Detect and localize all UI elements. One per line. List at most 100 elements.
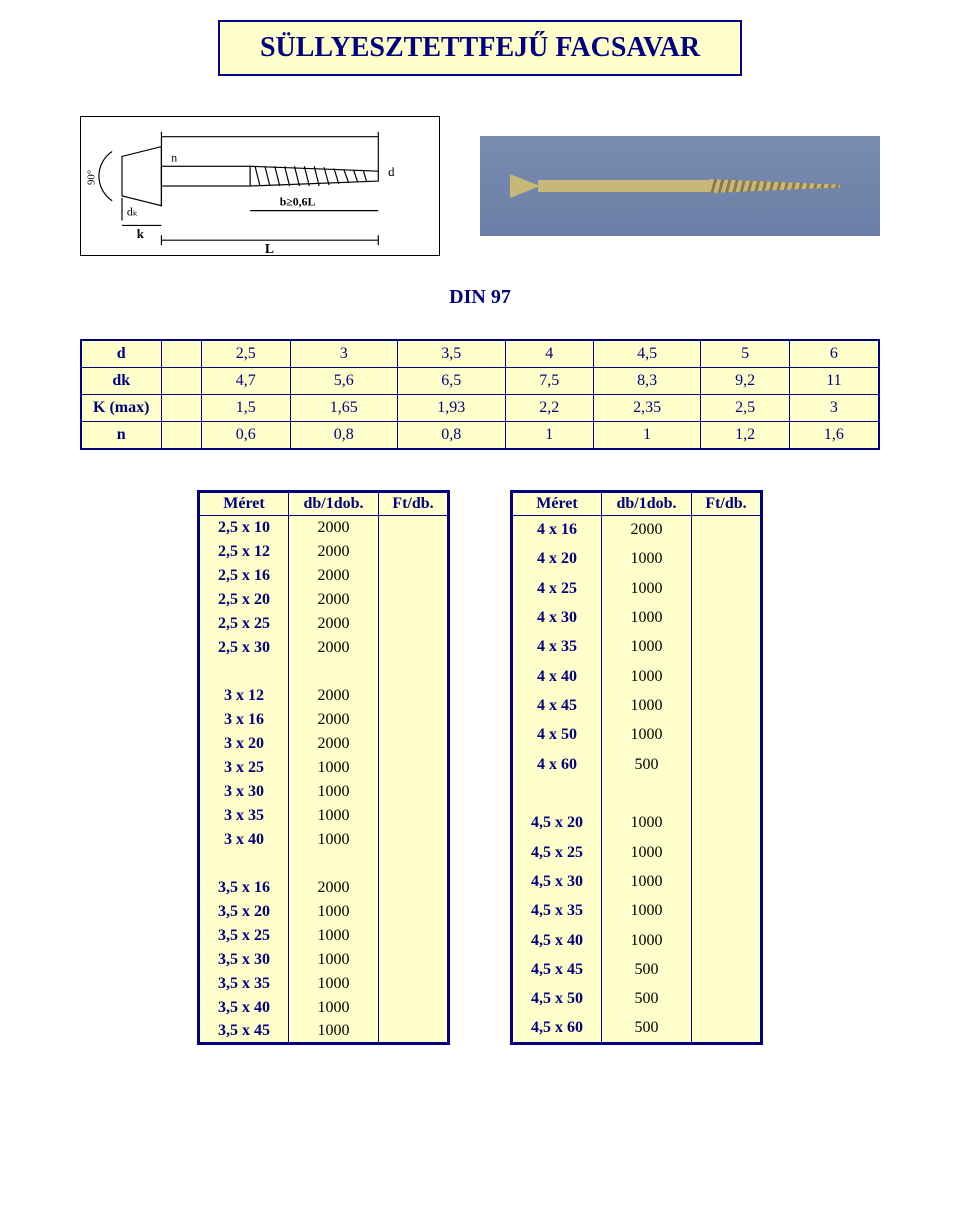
spec-cell: 1,93 (398, 395, 506, 422)
cell-ft (379, 972, 449, 996)
col-db: db/1dob. (602, 492, 692, 516)
cell-ft (379, 1020, 449, 1044)
cell-db: 1000 (602, 603, 692, 632)
cell-ft (692, 838, 762, 867)
spec-blank-cell (161, 422, 202, 450)
cell-db: 2000 (289, 612, 379, 636)
svg-text:dₖ: dₖ (127, 205, 138, 219)
cell-ft (379, 900, 449, 924)
cell-meret: 4 x 40 (512, 662, 602, 691)
cell-meret: 2,5 x 20 (199, 588, 289, 612)
cell-db: 1000 (602, 926, 692, 955)
cell-meret: 3 x 35 (199, 804, 289, 828)
cell-db: 1000 (289, 756, 379, 780)
spec-cell: 1,2 (701, 422, 789, 450)
cell-meret: 2,5 x 12 (199, 540, 289, 564)
cell-meret: 4 x 30 (512, 603, 602, 632)
spec-row-label: d (81, 340, 161, 368)
spec-blank-cell (161, 395, 202, 422)
cell-ft (692, 779, 762, 808)
spec-cell: 1,5 (202, 395, 290, 422)
col-meret: Méret (512, 492, 602, 516)
cell-ft (379, 612, 449, 636)
cell-db: 1000 (289, 828, 379, 852)
cell-db: 1000 (602, 691, 692, 720)
spec-blank-cell (161, 368, 202, 395)
spec-row-label: n (81, 422, 161, 450)
cell-ft (692, 750, 762, 779)
cell-db: 1000 (602, 809, 692, 838)
spec-cell: 5,6 (290, 368, 398, 395)
spec-cell: 5 (701, 340, 789, 368)
cell-ft (379, 996, 449, 1020)
cell-meret: 4 x 60 (512, 750, 602, 779)
cell-db: 1000 (602, 574, 692, 603)
svg-text:b≥0,6L: b≥0,6L (280, 195, 316, 209)
cell-ft (379, 756, 449, 780)
cell-meret: 3 x 16 (199, 708, 289, 732)
cell-meret: 3,5 x 40 (199, 996, 289, 1020)
cell-db: 2000 (289, 708, 379, 732)
spec-cell: 11 (789, 368, 879, 395)
spec-cell: 3 (290, 340, 398, 368)
cell-meret: 3 x 12 (199, 684, 289, 708)
cell-db: 500 (602, 955, 692, 984)
cell-db: 1000 (602, 633, 692, 662)
spec-cell: 4,5 (593, 340, 701, 368)
spec-cell: 2,5 (202, 340, 290, 368)
cell-ft (692, 926, 762, 955)
cell-meret: 4,5 x 40 (512, 926, 602, 955)
cell-ft (379, 876, 449, 900)
cell-ft (379, 708, 449, 732)
cell-meret: 4,5 x 50 (512, 985, 602, 1014)
cell-ft (379, 516, 449, 540)
svg-text:d: d (388, 165, 395, 179)
cell-meret: 2,5 x 25 (199, 612, 289, 636)
cell-meret: 4,5 x 45 (512, 955, 602, 984)
cell-db: 2000 (289, 588, 379, 612)
col-meret: Méret (199, 492, 289, 516)
cell-db: 1000 (289, 948, 379, 972)
spec-cell: 1 (505, 422, 593, 450)
cell-db: 1000 (602, 838, 692, 867)
cell-ft (692, 1014, 762, 1043)
cell-db (602, 779, 692, 808)
cell-ft (692, 516, 762, 545)
cell-ft (379, 828, 449, 852)
spec-cell: 4 (505, 340, 593, 368)
cell-meret: 4 x 25 (512, 574, 602, 603)
spec-cell: 9,2 (701, 368, 789, 395)
cell-db: 1000 (602, 897, 692, 926)
cell-ft (692, 809, 762, 838)
right-data-table: Méret db/1dob. Ft/db. 4 x 1620004 x 2010… (510, 490, 763, 1045)
cell-ft (692, 691, 762, 720)
page-title: SÜLLYESZTETTFEJŰ FACSAVAR (260, 32, 700, 64)
spec-cell: 0,6 (202, 422, 290, 450)
cell-ft (379, 564, 449, 588)
cell-db: 2000 (289, 636, 379, 660)
cell-ft (692, 662, 762, 691)
cell-db: 1000 (289, 780, 379, 804)
cell-db: 500 (602, 985, 692, 1014)
cell-db: 2000 (289, 876, 379, 900)
cell-ft (692, 867, 762, 896)
spec-blank-cell (161, 340, 202, 368)
page-title-box: SÜLLYESZTETTFEJŰ FACSAVAR (218, 20, 742, 76)
cell-ft (692, 897, 762, 926)
cell-ft (692, 721, 762, 750)
cell-db: 1000 (602, 867, 692, 896)
cell-ft (379, 660, 449, 684)
spec-cell: 3,5 (398, 340, 506, 368)
cell-meret: 4,5 x 30 (512, 867, 602, 896)
spec-table-wrap: d2,533,544,556dk4,75,66,57,58,39,211K (m… (80, 339, 880, 450)
spec-cell: 6,5 (398, 368, 506, 395)
cell-ft (692, 985, 762, 1014)
cell-ft (379, 588, 449, 612)
cell-meret: 4 x 50 (512, 721, 602, 750)
cell-db: 2000 (289, 684, 379, 708)
cell-db: 1000 (289, 972, 379, 996)
cell-ft (692, 633, 762, 662)
cell-db: 1000 (602, 662, 692, 691)
spec-cell: 4,7 (202, 368, 290, 395)
cell-db (289, 660, 379, 684)
